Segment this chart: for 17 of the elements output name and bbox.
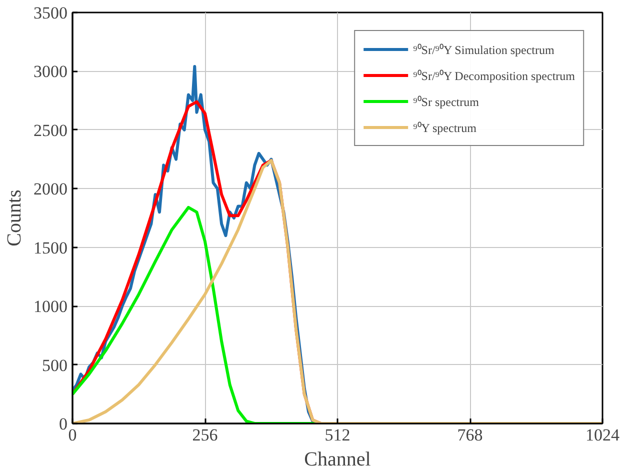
legend-label: ⁹⁰Y spectrum bbox=[413, 120, 476, 136]
y-tick-label: 1500 bbox=[34, 238, 68, 258]
y-tick-label: 2500 bbox=[34, 120, 68, 140]
x-tick-label: 256 bbox=[192, 426, 218, 444]
legend-label: ⁹⁰Sr/⁹⁰Y Simulation spectrum bbox=[413, 42, 554, 58]
x-tick-label: 512 bbox=[324, 426, 350, 444]
y-tick-label: 1000 bbox=[34, 297, 68, 316]
x-tick-label: 768 bbox=[457, 426, 483, 444]
x-tick-label: 1024 bbox=[586, 426, 620, 444]
y-tick-label: 3000 bbox=[34, 62, 68, 82]
y-tick-label: 500 bbox=[42, 356, 68, 375]
y-tick-label: 2000 bbox=[34, 180, 68, 199]
x-axis-title: Channel bbox=[304, 448, 372, 470]
y-tick-label: 3500 bbox=[34, 4, 68, 22]
legend-label: ⁹⁰Sr/⁹⁰Y Decomposition spectrum bbox=[413, 68, 575, 84]
legend-label: ⁹⁰Sr spectrum bbox=[413, 94, 479, 110]
y-axis-title: Counts bbox=[4, 189, 26, 246]
